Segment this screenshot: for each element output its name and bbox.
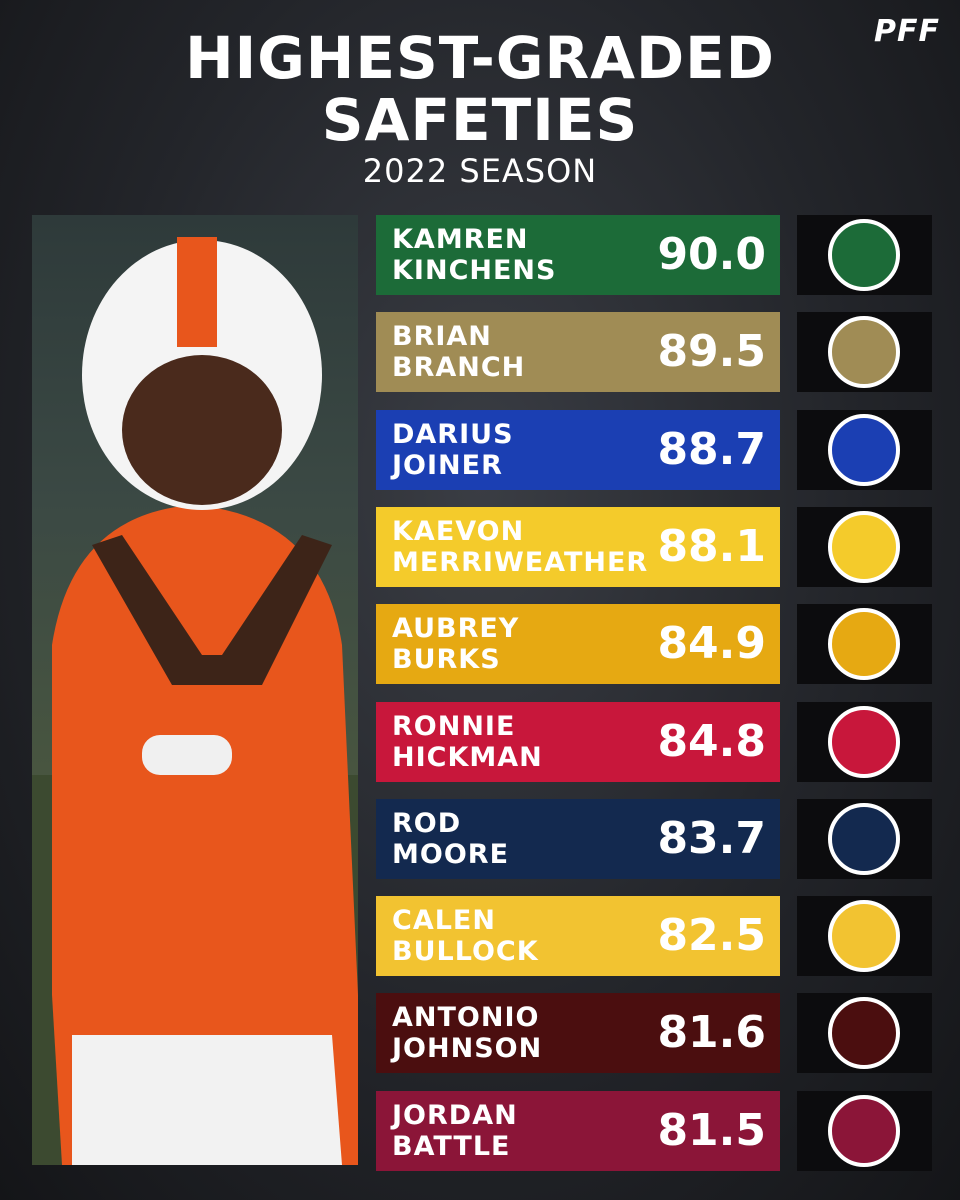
last-name: BATTLE (392, 1130, 511, 1162)
helmet-stripe (177, 237, 217, 347)
first-name: KAEVON (392, 515, 525, 547)
logo-art (828, 900, 900, 973)
title-line: SAFETIES (321, 86, 639, 154)
first-name: DARIUS (392, 418, 514, 450)
player-name: CALEN BULLOCK (392, 905, 539, 967)
logo-art (828, 802, 900, 875)
player-grade: 90.0 (657, 229, 766, 280)
logo-art (828, 1094, 900, 1167)
logo-art (828, 997, 900, 1070)
player-grade: 81.5 (657, 1104, 766, 1156)
player-row: ROD MOORE 83.7 (376, 798, 780, 879)
player-name: KAMREN KINCHENS (392, 224, 556, 286)
last-name: BRANCH (392, 352, 526, 384)
player-row: AUBREY BURKS 84.9 (376, 604, 780, 685)
first-name: ANTONIO (392, 1002, 540, 1034)
team-logo (797, 993, 932, 1074)
jersey (52, 505, 358, 1165)
player-row: DARIUS JOINER 88.7 (376, 409, 780, 490)
wristband (142, 735, 232, 775)
team-logo (797, 1090, 932, 1171)
logo-shape (828, 608, 900, 681)
player-name: ANTONIO JOHNSON (392, 1002, 542, 1064)
player-grade: 84.8 (657, 715, 766, 767)
title-line: HIGHEST-GRADED (185, 24, 775, 92)
player-row: JORDAN BATTLE 81.5 (376, 1090, 780, 1171)
logo-art (828, 608, 900, 681)
last-name: MOORE (392, 838, 510, 870)
player-name: ROD MOORE (392, 808, 509, 870)
player-row: RONNIE HICKMAN 84.8 (376, 701, 780, 782)
player-row: KAEVON MERRIWEATHER 88.1 (376, 506, 780, 587)
pants (72, 1035, 342, 1165)
team-logo (797, 506, 932, 587)
last-name: KINCHENS (392, 255, 557, 286)
player-row: CALEN BULLOCK 82.5 (376, 896, 780, 977)
first-name: RONNIE (392, 710, 516, 742)
player-row: ANTONIO JOHNSON 81.6 (376, 993, 780, 1074)
last-name: MERRIWEATHER (392, 546, 649, 578)
first-name: CALEN (392, 905, 496, 937)
hands (92, 535, 332, 685)
logo-art (828, 510, 900, 583)
team-logo (797, 215, 932, 295)
logo-shape (828, 413, 900, 486)
player-grade: 88.7 (657, 423, 766, 475)
team-logo (797, 409, 932, 490)
last-name: JOINER (392, 449, 503, 481)
last-name: BULLOCK (392, 936, 539, 968)
player-name: JORDAN BATTLE (392, 1100, 518, 1162)
player-name: BRIAN BRANCH (392, 321, 525, 383)
last-name: HICKMAN (392, 741, 543, 773)
logo-shape (828, 997, 900, 1070)
team-logo (797, 604, 932, 685)
logo-shape (828, 510, 900, 583)
last-name: JOHNSON (392, 1033, 543, 1065)
player-grade: 83.7 (657, 812, 766, 864)
logo-shape (828, 219, 900, 291)
player-name: AUBREY BURKS (392, 613, 519, 675)
first-name: JORDAN (392, 1099, 518, 1131)
player-grade: 81.6 (657, 1007, 766, 1059)
logo-shape (828, 900, 900, 973)
logo-shape (828, 1094, 900, 1167)
first-name: AUBREY (392, 613, 520, 645)
logo-art (828, 316, 900, 389)
player-grade: 82.5 (657, 910, 766, 962)
logo-art (828, 413, 900, 486)
logo-shape (828, 705, 900, 778)
team-logo (797, 701, 932, 782)
brand-logo: PFF (874, 14, 940, 49)
player-grade: 89.5 (657, 326, 766, 378)
player-name: RONNIE HICKMAN (392, 711, 543, 773)
player-photo (32, 215, 358, 1165)
last-name: BURKS (392, 644, 501, 676)
team-logo (797, 896, 932, 977)
player-row: KAMREN KINCHENS 90.0 (376, 215, 780, 295)
logo-art (828, 219, 900, 291)
photo-art (32, 237, 358, 1165)
logo-art (828, 705, 900, 778)
player-name: KAEVON MERRIWEATHER (392, 516, 648, 578)
subtitle: 2022 SEASON (362, 152, 598, 190)
logo-shape (828, 316, 900, 389)
first-name: ROD (392, 807, 462, 839)
player-row: BRIAN BRANCH 89.5 (376, 312, 780, 393)
player-grade: 84.9 (657, 618, 766, 670)
first-name: BRIAN (392, 321, 492, 353)
logo-shape (828, 802, 900, 875)
team-logo (797, 312, 932, 393)
face (122, 355, 282, 505)
first-name: KAMREN (392, 224, 529, 255)
player-name: DARIUS JOINER (392, 419, 514, 481)
team-logo (797, 798, 932, 879)
player-grade: 88.1 (657, 520, 766, 572)
